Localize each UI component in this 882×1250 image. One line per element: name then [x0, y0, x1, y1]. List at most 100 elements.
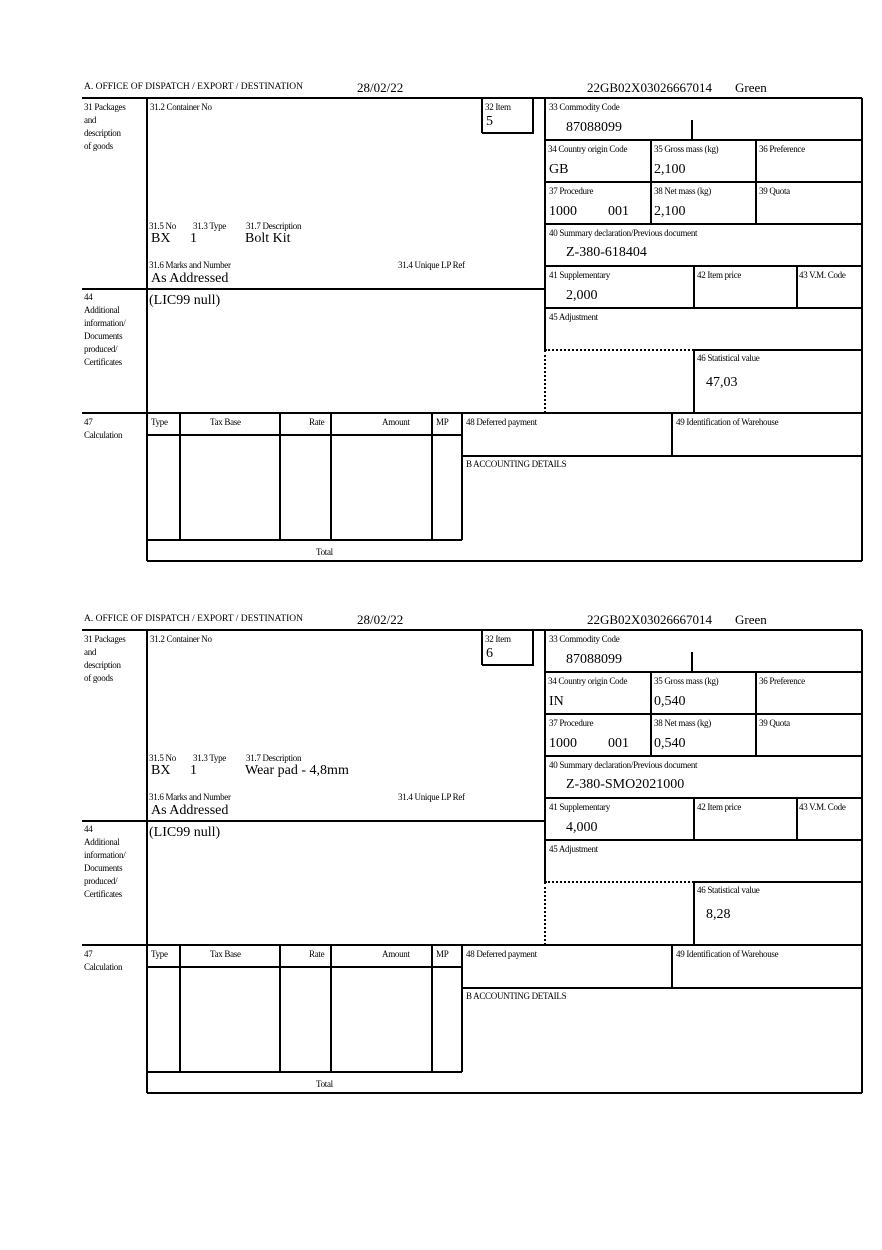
calc-header: Type — [151, 949, 168, 959]
warehouse-id-label: 49 Identification of Warehouse — [676, 949, 779, 959]
preference-label: 36 Preference — [759, 144, 805, 154]
form-border — [755, 672, 757, 756]
summary-declaration-label: 40 Summary declaration/Previous document — [549, 760, 698, 770]
form-border — [462, 987, 862, 989]
additional-info-label: produced/ — [84, 344, 118, 354]
dotted-divider — [544, 882, 546, 945]
form-border — [147, 1092, 862, 1094]
gross-mass-value: 0,540 — [654, 694, 686, 709]
form-border — [82, 97, 862, 99]
form-border — [532, 98, 534, 133]
calc-header: Tax Base — [210, 417, 241, 427]
calc-header: Amount — [382, 417, 410, 427]
commodity-code-value: 87088099 — [566, 120, 622, 135]
supplementary-label: 41 Supplementary — [549, 270, 610, 280]
country-origin-value: IN — [549, 694, 564, 709]
declaration-date: 28/02/22 — [357, 612, 404, 627]
form-border — [650, 140, 652, 224]
form-border — [279, 945, 281, 1072]
quota-label: 39 Quota — [759, 718, 790, 728]
adjustment-label: 45 Adjustment — [549, 312, 598, 322]
package-description-label: 31.7 Description — [246, 221, 302, 231]
commodity-code-label: 33 Commodity Code — [549, 634, 620, 644]
form-border — [545, 181, 862, 183]
form-border — [532, 630, 534, 665]
commodity-code-value: 87088099 — [566, 652, 622, 667]
package-type-value: 1 — [190, 763, 197, 778]
form-border — [82, 412, 862, 414]
form-border — [671, 413, 673, 456]
dotted-divider — [544, 350, 546, 413]
additional-info-label: Certificates — [84, 889, 122, 899]
summary-declaration-value: Z-380-SMO2021000 — [566, 777, 685, 792]
form-border — [545, 265, 862, 267]
item-number: 5 — [486, 114, 493, 129]
statistical-value: 47,03 — [706, 375, 738, 390]
form-border — [330, 413, 332, 540]
gross-mass-value: 2,100 — [654, 162, 686, 177]
form-border — [693, 266, 695, 308]
additional-info-label: 44 — [84, 292, 93, 302]
supplementary-label: 41 Supplementary — [549, 802, 610, 812]
calc-header: Type — [151, 417, 168, 427]
statistical-value: 8,28 — [706, 907, 731, 922]
package-type-label: 31.3 Type — [193, 221, 227, 231]
additional-info-label: Additional — [84, 305, 120, 315]
container-no-label: 31.2 Container No — [150, 634, 212, 644]
marks-numbers-label: 31.6 Marks and Number — [149, 260, 231, 270]
packages-label: of goods — [84, 673, 113, 683]
total-label: Total — [316, 547, 333, 557]
route-status: Green — [735, 612, 767, 627]
calc-header: Rate — [309, 417, 325, 427]
packages-label: of goods — [84, 141, 113, 151]
form-border — [545, 713, 862, 715]
additional-info-label: Additional — [84, 837, 120, 847]
procedure-value: 1000 — [549, 736, 577, 751]
procedure-value: 1000 — [549, 204, 577, 219]
deferred-payment-label: 48 Deferred payment — [466, 949, 537, 959]
form-border — [82, 944, 862, 946]
form-border — [545, 797, 862, 799]
package-no-value: BX — [151, 231, 171, 246]
summary-declaration-label: 40 Summary declaration/Previous document — [549, 228, 698, 238]
form-border — [461, 945, 463, 1072]
form-border — [481, 98, 483, 133]
country-origin-label: 34 Country origin Code — [548, 676, 628, 686]
packages-label: and — [84, 647, 97, 657]
form-border — [461, 413, 463, 540]
unique-lp-ref-label: 31.4 Unique LP Ref — [398, 792, 465, 802]
calc-header: MP — [436, 949, 449, 959]
form-border — [796, 266, 798, 308]
procedure-label: 37 Procedure — [549, 718, 594, 728]
form-border — [694, 349, 862, 351]
country-origin-value: GB — [549, 162, 569, 177]
packages-label: 31 Packages — [84, 102, 126, 112]
statistical-value-label: 46 Statistical value — [697, 885, 760, 895]
accounting-details-label: B ACCOUNTING DETAILS — [466, 991, 567, 1001]
item-price-label: 42 Item price — [697, 270, 742, 280]
net-mass-value: 0,540 — [654, 736, 686, 751]
additional-info-value: (LIC99 null) — [149, 293, 221, 308]
additional-info-label: information/ — [84, 850, 126, 860]
additional-info-value: (LIC99 null) — [149, 825, 221, 840]
form-border — [693, 798, 695, 840]
country-origin-label: 34 Country origin Code — [548, 144, 628, 154]
item-label: 32 Item — [485, 102, 511, 112]
package-type-value: 1 — [190, 231, 197, 246]
procedure-label: 37 Procedure — [549, 186, 594, 196]
form-border — [147, 1071, 462, 1073]
additional-info-label: Documents — [84, 863, 123, 873]
form-border — [545, 839, 862, 841]
form-border — [691, 652, 693, 672]
form-border — [482, 132, 534, 134]
summary-declaration-value: Z-380-618404 — [566, 245, 647, 260]
net-mass-value: 2,100 — [654, 204, 686, 219]
additional-info-label: information/ — [84, 318, 126, 328]
form-border — [462, 455, 862, 457]
form-border — [82, 288, 545, 290]
gross-mass-label: 35 Gross mass (kg) — [654, 676, 719, 686]
form-border — [694, 881, 862, 883]
form-border — [179, 945, 181, 1072]
statistical-value-label: 46 Statistical value — [697, 353, 760, 363]
form-border — [650, 672, 652, 756]
